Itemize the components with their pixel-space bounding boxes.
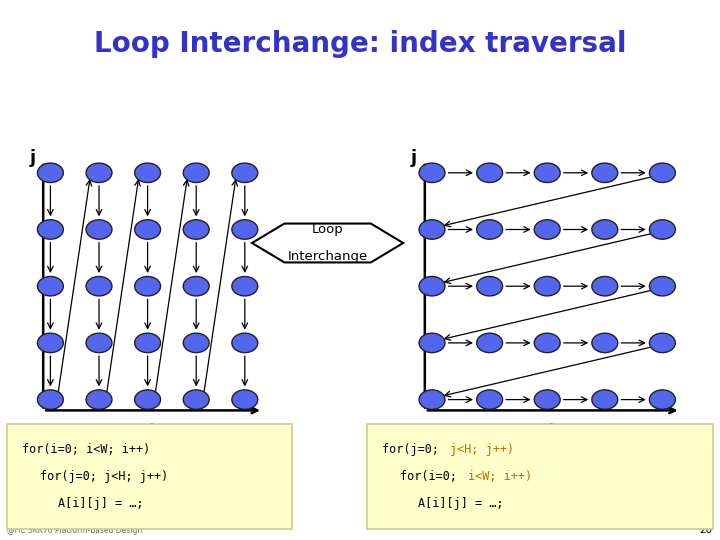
- Polygon shape: [252, 224, 403, 262]
- Circle shape: [649, 163, 675, 183]
- Text: i<W; i++): i<W; i++): [468, 470, 532, 483]
- Text: Loop: Loop: [312, 223, 343, 236]
- FancyBboxPatch shape: [7, 424, 292, 529]
- Text: for(j=0; j<H; j++): for(j=0; j<H; j++): [40, 470, 168, 483]
- Circle shape: [477, 333, 503, 353]
- Circle shape: [86, 390, 112, 409]
- Circle shape: [649, 220, 675, 239]
- Circle shape: [477, 390, 503, 409]
- Circle shape: [592, 276, 618, 296]
- Text: Interchange: Interchange: [287, 250, 368, 263]
- Circle shape: [419, 163, 445, 183]
- Circle shape: [649, 390, 675, 409]
- Circle shape: [232, 163, 258, 183]
- Circle shape: [183, 276, 210, 296]
- Circle shape: [477, 276, 503, 296]
- Circle shape: [534, 163, 560, 183]
- Circle shape: [86, 163, 112, 183]
- Circle shape: [419, 390, 445, 409]
- Circle shape: [37, 333, 63, 353]
- Circle shape: [86, 333, 112, 353]
- Circle shape: [232, 390, 258, 409]
- Circle shape: [232, 333, 258, 353]
- Text: j<H; j++): j<H; j++): [450, 443, 514, 456]
- Text: j: j: [411, 150, 417, 167]
- Text: A[i][j] = …;: A[i][j] = …;: [418, 497, 503, 510]
- Circle shape: [135, 276, 161, 296]
- Circle shape: [592, 333, 618, 353]
- Circle shape: [135, 333, 161, 353]
- Circle shape: [86, 220, 112, 239]
- Circle shape: [419, 333, 445, 353]
- Circle shape: [37, 163, 63, 183]
- Circle shape: [135, 220, 161, 239]
- Circle shape: [649, 333, 675, 353]
- Circle shape: [534, 276, 560, 296]
- Circle shape: [183, 220, 210, 239]
- Circle shape: [419, 220, 445, 239]
- Text: i: i: [148, 423, 154, 441]
- Circle shape: [86, 276, 112, 296]
- Circle shape: [232, 220, 258, 239]
- Text: for(i=0; i<W; i++): for(i=0; i<W; i++): [22, 443, 150, 456]
- Circle shape: [592, 390, 618, 409]
- Circle shape: [477, 163, 503, 183]
- Circle shape: [534, 390, 560, 409]
- Text: for(j=0;: for(j=0;: [382, 443, 446, 456]
- Circle shape: [37, 276, 63, 296]
- Circle shape: [649, 276, 675, 296]
- Circle shape: [183, 163, 210, 183]
- Circle shape: [37, 220, 63, 239]
- Text: i: i: [548, 423, 554, 441]
- Text: @HC SKK70 Platform-based Design: @HC SKK70 Platform-based Design: [7, 525, 143, 535]
- Text: A[i][j] = …;: A[i][j] = …;: [58, 497, 143, 510]
- Circle shape: [592, 163, 618, 183]
- Circle shape: [534, 220, 560, 239]
- Circle shape: [183, 333, 210, 353]
- Text: 20: 20: [700, 524, 713, 535]
- Circle shape: [419, 276, 445, 296]
- Circle shape: [592, 220, 618, 239]
- Circle shape: [135, 390, 161, 409]
- Circle shape: [135, 163, 161, 183]
- Text: j: j: [30, 150, 35, 167]
- Circle shape: [37, 390, 63, 409]
- FancyBboxPatch shape: [367, 424, 713, 529]
- Text: for(i=0;: for(i=0;: [400, 470, 464, 483]
- Circle shape: [534, 333, 560, 353]
- Circle shape: [477, 220, 503, 239]
- Text: Loop Interchange: index traversal: Loop Interchange: index traversal: [94, 30, 626, 58]
- Circle shape: [232, 276, 258, 296]
- Circle shape: [183, 390, 210, 409]
